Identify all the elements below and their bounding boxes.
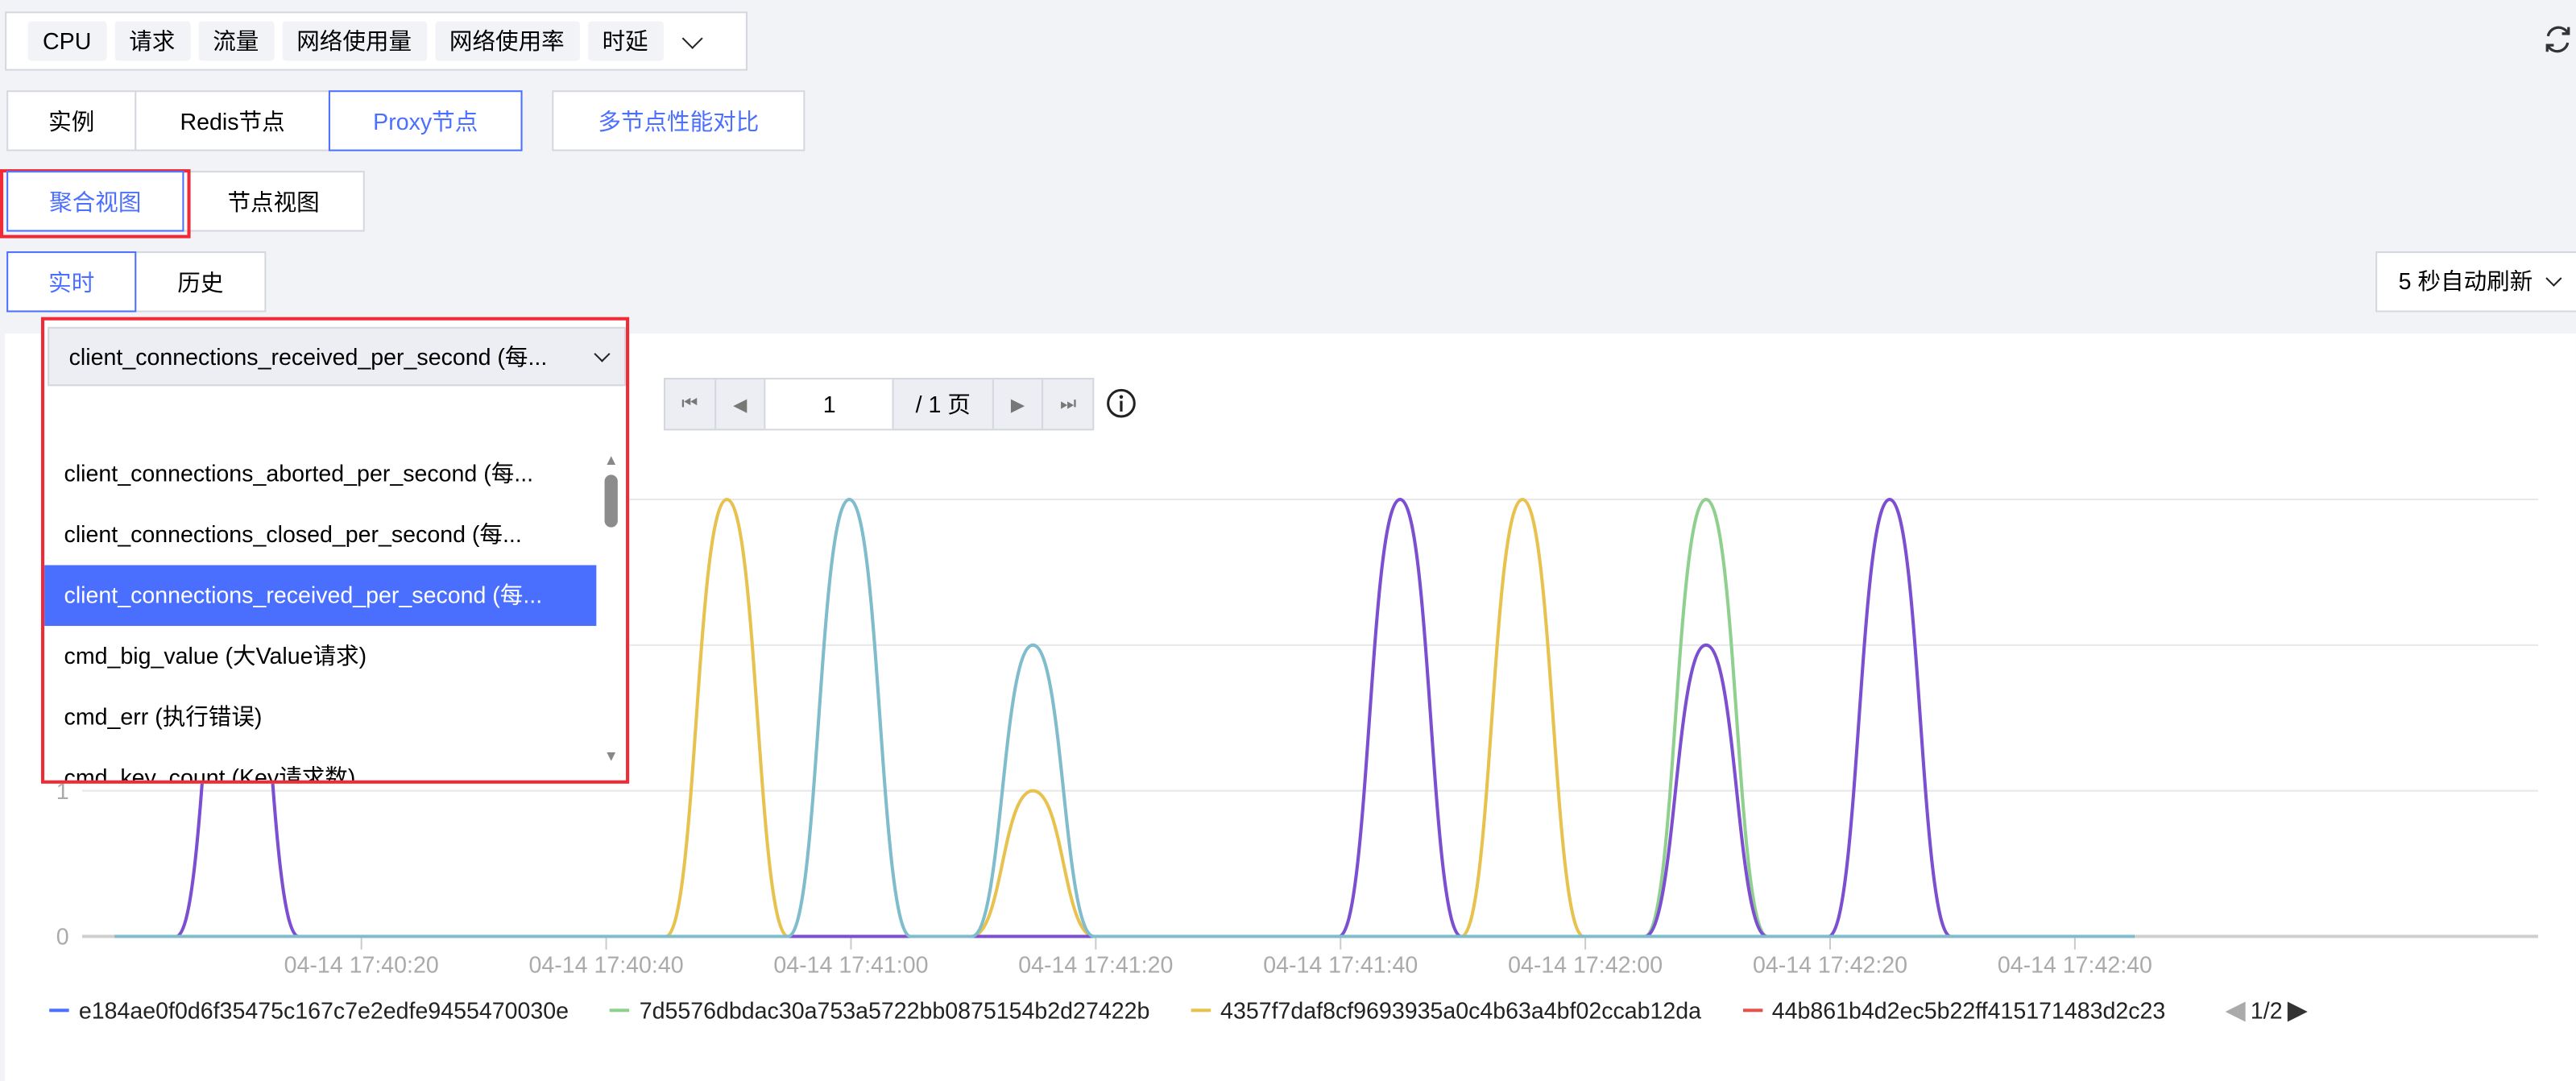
legend-page: 1/2: [2250, 996, 2283, 1024]
metric-tab-network-usage[interactable]: 网络使用量: [281, 21, 427, 61]
option-big-value[interactable]: cmd_big_value (大Value请求): [64, 642, 367, 669]
tab-history[interactable]: 历史: [135, 251, 267, 313]
x-tick-label: 04-14 17:41:20: [1018, 952, 1173, 978]
first-page-icon[interactable]: ⏮: [665, 379, 716, 429]
x-tick-label: 04-14 17:41:40: [1263, 952, 1418, 978]
x-tick-label: 04-14 17:42:40: [1998, 952, 2152, 978]
tab-realtime[interactable]: 实时: [6, 251, 137, 313]
legend-item[interactable]: e184ae0f0d6f35475c167c7e2edfe9455470030e: [49, 997, 569, 1024]
legend-swatch: [610, 1009, 630, 1013]
x-tick-label: 04-14 17:41:00: [773, 952, 928, 978]
highlight-box: [0, 169, 191, 238]
metric-category-bar: CPU 请求 流量 网络使用量 网络使用率 时延: [5, 11, 748, 71]
multi-node-compare-button[interactable]: 多节点性能对比: [552, 90, 806, 151]
prev-page-icon[interactable]: ◀: [716, 379, 767, 429]
metric-select-value: client_connections_received_per_second (…: [68, 343, 548, 370]
legend-item[interactable]: 7d5576dbdac30a753a5722bb0875154b2d27422b: [610, 997, 1149, 1024]
tab-instance[interactable]: 实例: [6, 90, 137, 151]
legend-prev-icon[interactable]: ◀: [2225, 996, 2246, 1025]
chart-legend: e184ae0f0d6f35475c167c7e2edfe9455470030e…: [49, 994, 2308, 1027]
legend-swatch: [1742, 1009, 1762, 1013]
time-range-tabs: 实时 历史: [6, 251, 267, 313]
tab-proxy-node[interactable]: Proxy节点: [328, 90, 523, 151]
option-key-count[interactable]: cmd_key_count (Key请求数): [64, 764, 356, 784]
metric-tab-latency[interactable]: 时延: [587, 21, 664, 61]
legend-label: 44b861b4d2ec5b22ff415171483d2c23: [1771, 996, 2166, 1024]
metric-tab-traffic[interactable]: 流量: [197, 21, 274, 61]
metric-tab-requests[interactable]: 请求: [114, 21, 190, 61]
refresh-icon[interactable]: [2541, 23, 2574, 56]
option-closed[interactable]: client_connections_closed_per_second (每.…: [64, 520, 522, 548]
legend-swatch: [1191, 1009, 1211, 1013]
metric-select-dropdown: client_connections_received_per_second (…: [40, 317, 630, 784]
legend-swatch: [49, 1009, 69, 1013]
x-tick-label: 04-14 17:42:00: [1508, 952, 1663, 978]
metric-options-list: client_connections_aborted_per_second (每…: [44, 444, 597, 784]
x-tick-label: 04-14 17:40:20: [284, 952, 439, 978]
legend-item[interactable]: 4357f7daf8cf9693935a0c4b63a4bf02ccab12da: [1191, 997, 1701, 1024]
scroll-thumb[interactable]: [604, 474, 618, 528]
metric-tab-network-rate[interactable]: 网络使用率: [434, 21, 580, 61]
legend-label: 4357f7daf8cf9693935a0c4b63a4bf02ccab12da: [1220, 996, 1702, 1024]
page-total: / 1 页: [894, 379, 994, 429]
info-icon[interactable]: [1106, 387, 1137, 419]
option-aborted[interactable]: client_connections_aborted_per_second (每…: [64, 460, 534, 487]
legend-item[interactable]: 44b861b4d2ec5b22ff415171483d2c23: [1742, 997, 2186, 1024]
legend-label: e184ae0f0d6f35475c167c7e2edfe9455470030e: [78, 996, 569, 1024]
tab-redis-node[interactable]: Redis节点: [135, 90, 330, 151]
metric-select[interactable]: client_connections_received_per_second (…: [48, 326, 627, 387]
last-page-icon[interactable]: ⏭: [1059, 393, 1077, 413]
y-tick-label: 1: [56, 779, 69, 805]
auto-refresh-label: 5 秒自动刷新: [2398, 267, 2533, 295]
next-page-icon[interactable]: ▶: [993, 379, 1044, 429]
legend-label: 7d5576dbdac30a753a5722bb0875154b2d27422b: [639, 996, 1150, 1024]
option-received[interactable]: client_connections_received_per_second (…: [44, 565, 597, 627]
tab-node-view[interactable]: 节点视图: [182, 171, 365, 232]
y-tick-label: 0: [56, 925, 69, 951]
view-tabs: 聚合视图 节点视图: [6, 171, 365, 232]
series-line-5: [114, 497, 2135, 938]
x-tick-label: 04-14 17:42:20: [1753, 952, 1907, 978]
pagination: ⏮ ◀ 1 / 1 页 ▶ ⏭: [663, 378, 1095, 431]
chevron-down-icon: [594, 346, 611, 362]
auto-refresh-select[interactable]: 5 秒自动刷新: [2375, 251, 2576, 313]
legend-next-icon[interactable]: ▶: [2287, 996, 2308, 1025]
node-type-tabs: 实例 Redis节点 Proxy节点: [6, 90, 523, 151]
tab-aggregate-view[interactable]: 聚合视图: [6, 171, 184, 232]
metric-tab-cpu[interactable]: CPU: [27, 21, 106, 61]
x-tick-label: 04-14 17:40:40: [529, 952, 684, 978]
scroll-down-icon[interactable]: ▼: [603, 747, 619, 764]
page-input[interactable]: 1: [766, 379, 895, 429]
dropdown-scrollbar[interactable]: ▲ ▼: [599, 452, 623, 764]
option-cmd-err[interactable]: cmd_err (执行错误): [64, 702, 263, 730]
scroll-up-icon[interactable]: ▲: [603, 451, 619, 469]
